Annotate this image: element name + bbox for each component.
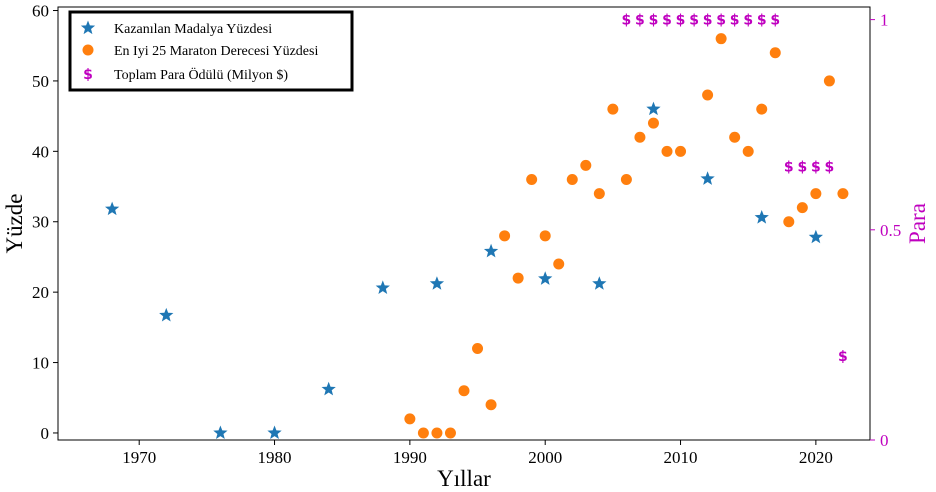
legend-star-marker — [80, 20, 96, 35]
marathon-percent-point — [634, 131, 646, 143]
prize-money-point: $ — [770, 13, 780, 29]
y2-tick-label: 0 — [880, 431, 889, 450]
marathon-percent-point — [607, 103, 619, 115]
medal-percent-point — [754, 210, 769, 224]
marathon-percent-point — [526, 173, 538, 185]
y2-tick-label: 1 — [880, 11, 889, 30]
medal-percent-point — [105, 201, 120, 216]
y-tick-label: 60 — [32, 2, 49, 21]
marathon-percent-point — [553, 258, 565, 270]
legend: Kazanılan Madalya Yüzdesi En Iyi 25 Marat… — [68, 10, 354, 92]
y-tick-label: 50 — [32, 72, 49, 91]
prize-money-point: $ — [662, 13, 672, 29]
x-tick-label: 1970 — [122, 448, 156, 467]
marathon-percent-point — [444, 427, 456, 439]
medal-percent-point — [159, 307, 174, 322]
marathon-percent-point — [566, 173, 578, 185]
prize-money-point: $ — [784, 160, 794, 176]
marathon-percent-point — [431, 427, 443, 439]
marathon-percent-point — [539, 230, 551, 242]
marathon-percent-point — [417, 427, 429, 439]
marathon-percent-point — [458, 385, 470, 397]
prize-money-point: $ — [676, 13, 686, 29]
marathon-percent-point — [580, 159, 592, 171]
medal-percent-point — [808, 229, 823, 244]
x-tick-label: 1990 — [393, 448, 427, 467]
plot-frame — [57, 6, 871, 441]
y-tick-label: 10 — [32, 354, 49, 373]
marathon-percent-point — [404, 413, 416, 425]
marathon-percent-point — [593, 188, 605, 200]
prize-money-point: $ — [797, 160, 807, 176]
medal-percent-point — [213, 425, 228, 440]
x-tick-label: 2020 — [799, 448, 833, 467]
marathon-percent-point — [512, 272, 524, 284]
y2-axis-title: Para — [905, 203, 930, 244]
prize-money-point: $ — [689, 13, 699, 29]
legend-dollar-marker: $ — [83, 67, 93, 83]
prize-money-point: $ — [757, 13, 767, 29]
marathon-percent-point — [620, 173, 632, 185]
y-tick-label: 20 — [32, 283, 49, 302]
x-tick-label: 2000 — [528, 448, 562, 467]
x-tick-label: 1980 — [258, 448, 292, 467]
medal-percent-point — [429, 276, 445, 290]
prize-money-point: $ — [649, 13, 659, 29]
y-tick-label: 40 — [32, 142, 49, 161]
marathon-percent-point — [485, 399, 497, 411]
x-tick-label: 2010 — [664, 448, 698, 467]
prize-money-point: $ — [716, 13, 726, 29]
marathon-percent-point — [823, 75, 835, 87]
legend-label: Toplam Para Ödülü (Milyon $) — [114, 66, 288, 83]
prize-money-point: $ — [622, 13, 632, 29]
legend-label: Kazanılan Madalya Yüzdesi — [114, 22, 272, 37]
y-tick-label: 0 — [41, 424, 50, 443]
marathon-percent-point — [661, 145, 673, 157]
marathon-percent-point — [472, 342, 484, 354]
prize-money-point: $ — [730, 13, 740, 29]
y2-tick-label: 0.5 — [880, 221, 901, 240]
y-tick-label: 30 — [32, 213, 49, 232]
marathon-percent-point — [783, 216, 795, 228]
marathon-percent-point — [769, 47, 781, 59]
legend-box — [68, 10, 354, 92]
medal-percent-point — [646, 101, 661, 116]
medal-percent-point — [700, 171, 715, 185]
prize-money-point: $ — [825, 160, 835, 176]
medal-percent-point — [592, 276, 607, 290]
medal-percent-point — [267, 425, 282, 440]
medal-percent-point — [483, 243, 499, 258]
prize-money-point: $ — [838, 349, 848, 365]
prize-money-point: $ — [743, 13, 753, 29]
marathon-percent-point — [702, 89, 714, 101]
marathon-percent-point — [756, 103, 768, 115]
marathon-percent-point — [729, 131, 741, 143]
medal-percent-point — [375, 280, 390, 294]
legend-label: En Iyi 25 Maraton Derecesi Yüzdesi — [114, 44, 318, 59]
x-axis-title: Yıllar — [437, 466, 491, 491]
marathon-percent-point — [647, 117, 659, 129]
marathon-percent-point — [675, 145, 687, 157]
medal-percent-point — [321, 381, 336, 396]
legend-circle-marker — [82, 44, 94, 56]
marathon-percent-point — [499, 230, 511, 242]
marathon-percent-point — [810, 188, 822, 200]
y-axis-title: Yüzde — [2, 193, 27, 253]
marathon-percent-point — [715, 33, 727, 45]
prize-money-point: $ — [703, 13, 713, 29]
prize-money-point: $ — [811, 160, 821, 176]
prize-money-point: $ — [635, 13, 645, 29]
medal-percent-point — [538, 271, 553, 285]
marathon-percent-point — [837, 188, 849, 200]
marathon-percent-point — [742, 145, 754, 157]
marathon-percent-point — [796, 202, 808, 214]
